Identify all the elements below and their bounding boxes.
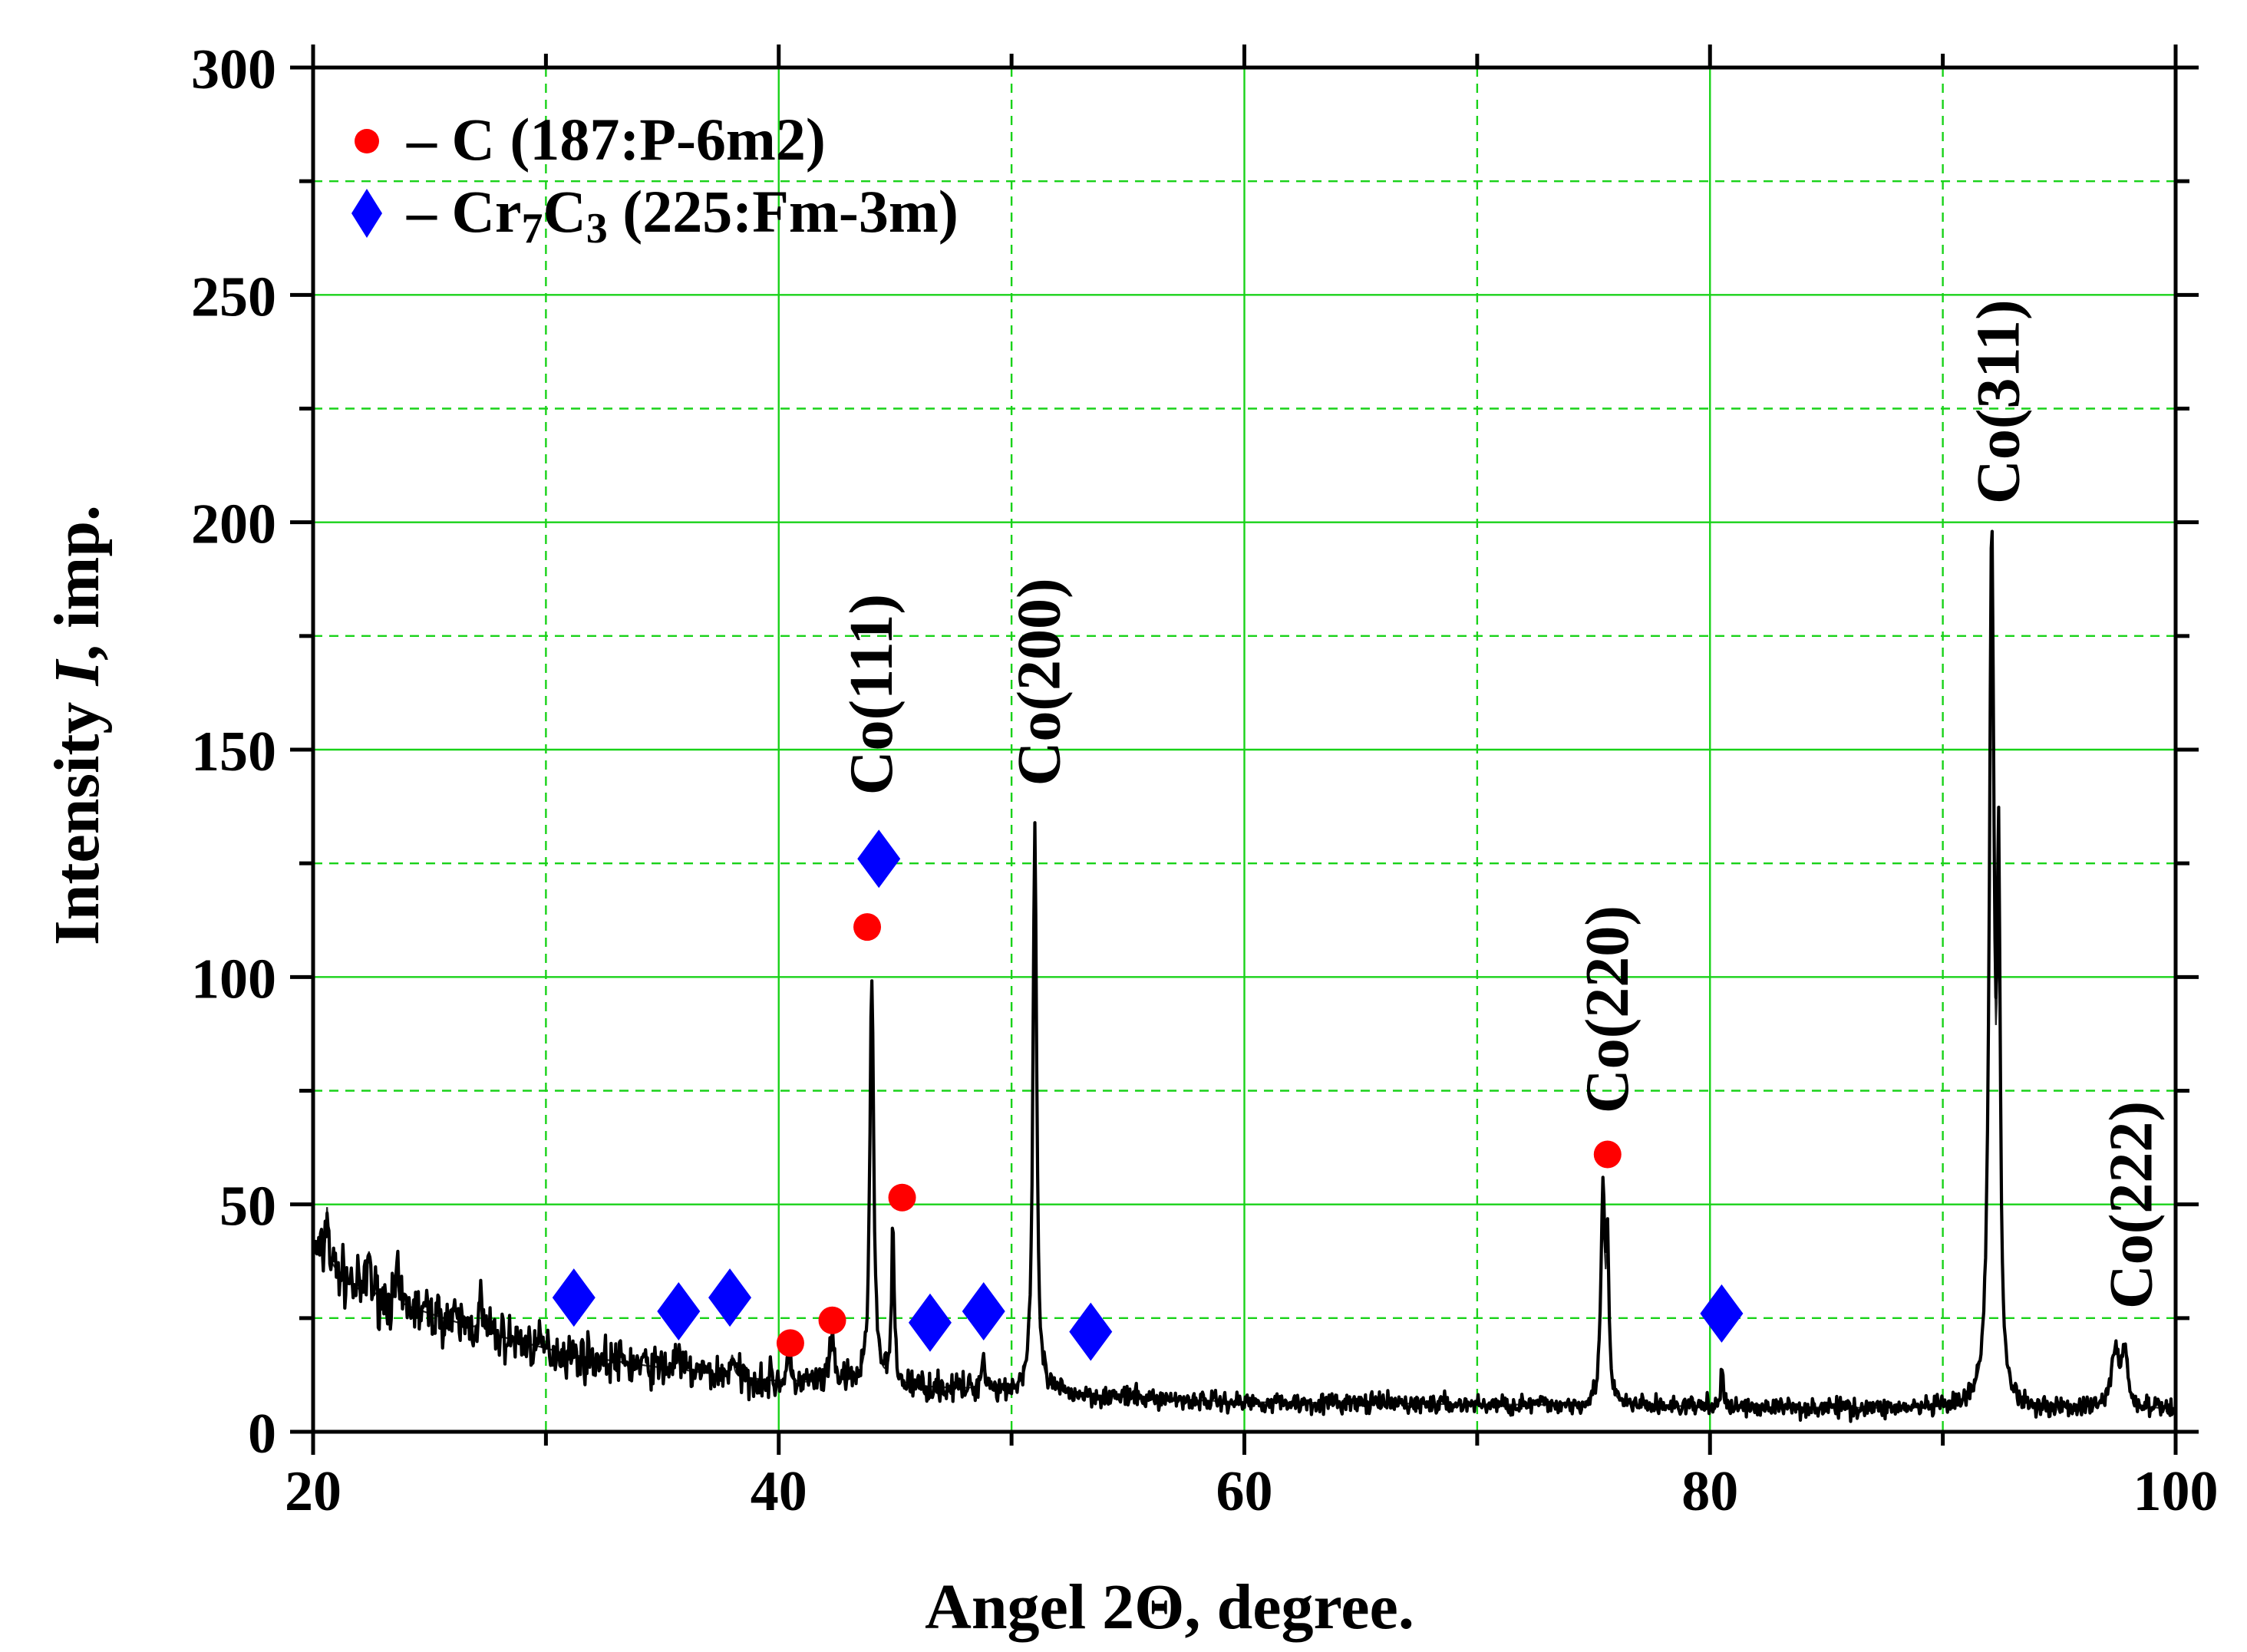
legend-subscript: 3	[586, 205, 608, 252]
peak-label: Co(220)	[1574, 905, 1642, 1113]
marker-c-point	[853, 913, 882, 941]
x-tick-label: 20	[285, 1460, 342, 1523]
y-axis-label-symbol: I	[41, 658, 113, 687]
tick-labels: 20 40 60 80 100 0 50 100 150 200 250 300	[191, 38, 2219, 1523]
x-tick-label: 60	[1216, 1460, 1273, 1523]
legend-entry-label: – C (187:P-6m2)	[406, 106, 826, 173]
legend-space-group: (225:Fm-3m)	[608, 178, 959, 245]
y-tick-label: 0	[248, 1403, 276, 1466]
series-line	[311, 529, 2177, 1423]
legend-space-group: (187:P-6m2)	[495, 106, 826, 173]
peak-label: Co(111)	[838, 594, 906, 795]
x-tick-label: 40	[751, 1460, 807, 1523]
axes	[290, 45, 2199, 1455]
marker-cr7c3-point	[908, 1293, 952, 1352]
marker-c-point	[888, 1183, 916, 1212]
y-tick-label: 100	[191, 948, 276, 1011]
y-tick-label: 200	[191, 493, 276, 556]
phase-markers	[552, 829, 1744, 1361]
x-tick-label: 100	[2133, 1460, 2219, 1523]
legend-subscript: 7	[521, 205, 543, 252]
marker-cr7c3-point	[857, 829, 901, 889]
marker-cr7c3-point	[657, 1281, 701, 1340]
legend-dash: – Cr	[406, 178, 521, 245]
legend-marker-diamond	[351, 189, 382, 238]
marker-cr7c3-point	[1069, 1302, 1113, 1361]
legend-dash: – C	[406, 106, 495, 173]
grid	[313, 68, 2176, 1432]
marker-cr7c3-point	[1700, 1284, 1744, 1343]
y-tick-label: 50	[219, 1176, 276, 1238]
legend-marker-circle	[355, 129, 379, 153]
xrd-pattern	[311, 529, 2177, 1423]
y-tick-label: 300	[191, 38, 276, 101]
marker-c-point	[818, 1306, 846, 1334]
y-axis-label-text: Intensity	[41, 686, 113, 945]
marker-cr7c3-point	[552, 1268, 596, 1327]
legend-formula-part: C	[543, 178, 586, 245]
y-tick-label: 150	[191, 720, 276, 783]
peak-label: Co(200)	[1006, 578, 1074, 786]
marker-cr7c3-point	[708, 1268, 752, 1327]
x-tick-label: 80	[1681, 1460, 1738, 1523]
peak-label: Co(222)	[2097, 1101, 2165, 1309]
y-tick-label: 250	[191, 265, 276, 328]
peak-labels: Co(111) Co(200) Co(220) Co(311) Co(222)	[838, 299, 2165, 1309]
marker-c-point	[1593, 1140, 1622, 1169]
peak-label: Co(311)	[1965, 299, 2032, 504]
y-axis-label: Intensity I, imp.	[41, 505, 113, 945]
marker-cr7c3-point	[962, 1281, 1005, 1340]
legend: – C (187:P-6m2)– Cr7C3 (225:Fm-3m)	[351, 106, 959, 252]
legend-entry-label: – Cr7C3 (225:Fm-3m)	[406, 178, 959, 252]
marker-c-point	[776, 1329, 804, 1357]
x-axis-label: Angel 2Θ, degree.	[925, 1571, 1414, 1643]
y-axis-label-unit: , imp.	[41, 505, 113, 661]
